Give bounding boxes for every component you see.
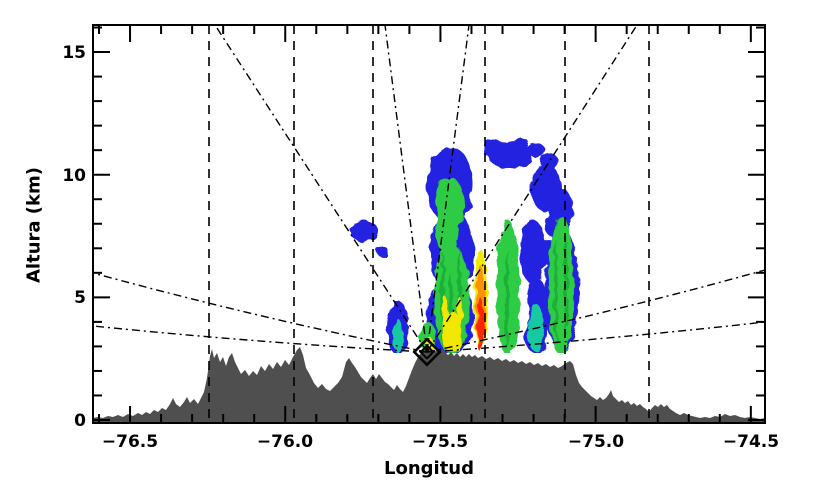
y-tick-label: 10 xyxy=(62,166,86,186)
reflectivity-blob-blue xyxy=(349,225,359,233)
reflectivity-blob-dark_green xyxy=(505,250,509,350)
reflectivity-blob-white xyxy=(470,187,486,243)
x-tick-label: −74.5 xyxy=(723,432,779,452)
radar-beam xyxy=(426,24,470,353)
y-tick-label: 15 xyxy=(62,43,86,63)
reflectivity-blob-blue xyxy=(520,220,546,284)
radar-beam xyxy=(384,24,428,353)
x-tick-label: −75.5 xyxy=(412,432,468,452)
radar-beam xyxy=(426,269,766,353)
reflectivity-blob-blue xyxy=(527,143,545,157)
y-tick-label: 5 xyxy=(74,288,86,308)
reflectivity-blob-blue xyxy=(549,188,573,232)
reflectivity-blob-white xyxy=(518,278,528,338)
radar-beam xyxy=(92,325,428,353)
reflectivity-blob-teal xyxy=(393,319,403,353)
reflectivity-blob-white xyxy=(493,181,525,229)
radar-beam xyxy=(426,321,766,353)
x-tick-label: −76.0 xyxy=(257,432,313,452)
terrain-profile xyxy=(93,347,765,422)
reflectivity-blob-red xyxy=(477,298,485,352)
x-tick-label: −76.5 xyxy=(102,432,158,452)
x-axis-label: Longitud xyxy=(383,458,475,479)
radar-beam xyxy=(214,24,428,353)
reflectivity-blob-blue xyxy=(514,137,528,149)
reflectivity-blob-blue xyxy=(350,220,378,242)
reflectivity-blob-green xyxy=(548,215,574,353)
reflectivity-blob-yellow xyxy=(456,296,462,352)
y-tick-label: 0 xyxy=(74,411,86,431)
reflectivity-blob-dark_green xyxy=(564,238,568,334)
radar-site-marker xyxy=(412,337,442,367)
radar-site-marker xyxy=(419,344,435,360)
reflectivity-blob-dark_green xyxy=(554,240,558,344)
x-tick-label: −75.0 xyxy=(568,432,624,452)
y-axis-label: Altura (km) xyxy=(23,167,45,283)
reflectivity-blob-yellow xyxy=(442,296,448,348)
reflectivity-blob-white xyxy=(486,281,498,353)
reflectivity-blob-white xyxy=(476,154,492,182)
radar-beam xyxy=(92,272,428,353)
reflectivity-blob-blue xyxy=(377,247,389,257)
